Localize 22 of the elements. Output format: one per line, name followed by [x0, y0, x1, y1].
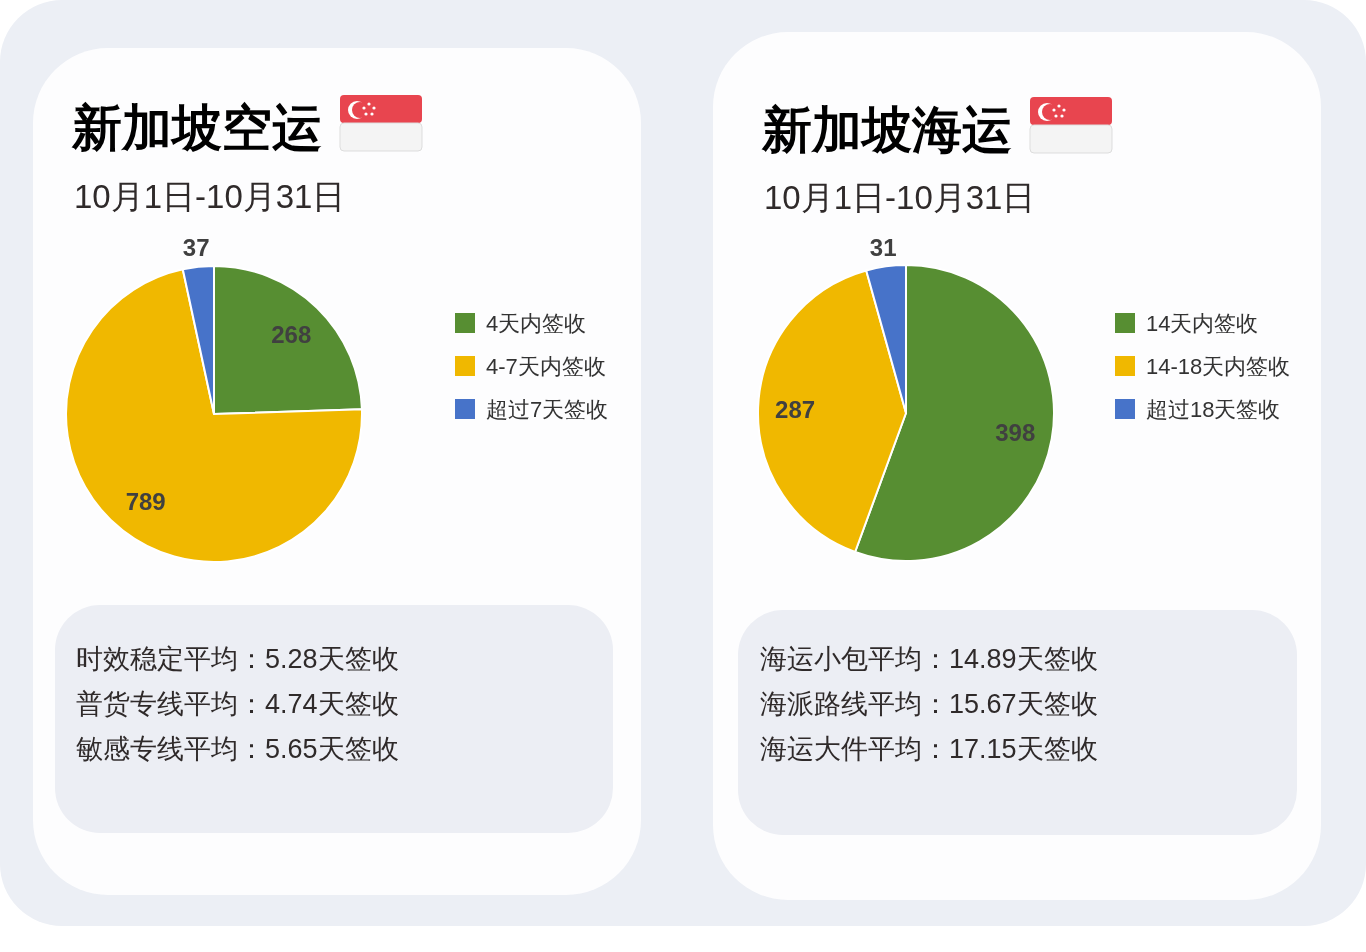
legend-label: 超过18天签收 [1146, 396, 1281, 422]
data-label: 268 [271, 320, 312, 348]
data-label: 287 [775, 395, 816, 423]
data-label: 789 [125, 487, 166, 515]
chart-subtitle: 10月1日-10月31日 [764, 179, 1036, 216]
text: 普货专线平均：4.74天签收 [76, 689, 399, 719]
text: 海运大件平均：17.15天签收 [760, 734, 1098, 764]
legend-label: 4-7天内签收 [486, 353, 606, 379]
data-label: 37 [182, 233, 210, 261]
text: 海运小包平均：14.89天签收 [760, 644, 1098, 674]
legend-label: 超过7天签收 [486, 396, 609, 422]
chart-subtitle: 10月1日-10月31日 [74, 178, 346, 215]
text: 海派路线平均：15.67天签收 [760, 689, 1098, 719]
data-label: 398 [995, 418, 1036, 446]
legend-label: 14天内签收 [1146, 310, 1259, 336]
data-label: 31 [869, 233, 897, 261]
text: 敏感专线平均：5.65天签收 [76, 734, 399, 764]
legend-label: 14-18天内签收 [1146, 353, 1291, 379]
text: 时效稳定平均：5.28天签收 [76, 644, 399, 674]
chart-title: 新加坡海运 [761, 102, 1012, 158]
chart-title: 新加坡空运 [71, 100, 322, 156]
legend-label: 4天内签收 [486, 310, 587, 336]
